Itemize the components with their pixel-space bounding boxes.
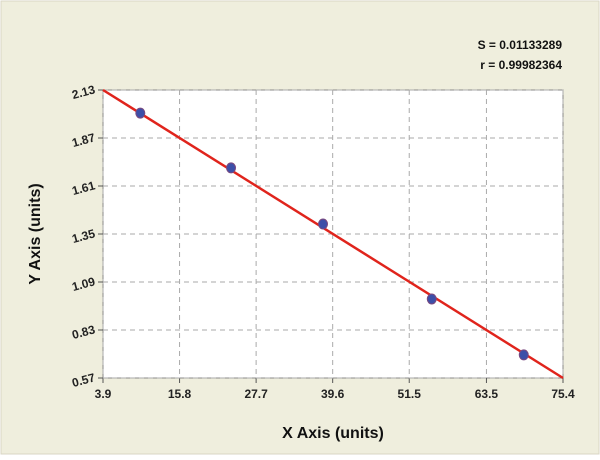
- y-tick-label: 1.35: [70, 226, 96, 246]
- y-tick-label: 0.83: [70, 322, 96, 342]
- fit-line: [102, 88, 564, 380]
- data-point: [518, 349, 529, 361]
- x-axis-label: X Axis (units): [282, 425, 384, 442]
- y-tick-label: 1.87: [70, 130, 96, 150]
- data-point: [426, 293, 437, 305]
- data-point: [135, 107, 146, 119]
- annotation: r = 0.99982364: [480, 58, 562, 72]
- x-tick-label: 39.6: [321, 387, 345, 401]
- x-tick-label: 75.4: [551, 387, 575, 401]
- x-tick-label: 63.5: [475, 387, 499, 401]
- y-tick-label: 1.61: [70, 178, 96, 198]
- data-point: [226, 162, 237, 174]
- annotation: S = 0.01133289: [478, 38, 563, 52]
- data-point: [318, 218, 329, 230]
- x-tick-label: 15.8: [168, 387, 192, 401]
- x-tick-label: 27.7: [244, 387, 268, 401]
- y-tick-label: 0.57: [70, 370, 96, 390]
- y-tick-label: 2.13: [70, 82, 96, 102]
- x-tick-label: 3.9: [95, 387, 112, 401]
- y-tick-label: 1.09: [70, 274, 96, 294]
- x-tick-label: 51.5: [398, 387, 422, 401]
- y-axis-label: Y Axis (units): [27, 183, 44, 284]
